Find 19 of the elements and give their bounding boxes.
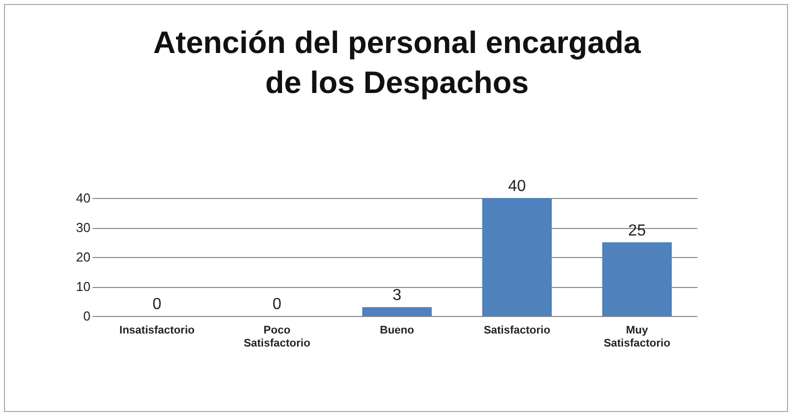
- x-tick-label: Insatisfactorio: [119, 324, 195, 336]
- y-tick-label: 20: [76, 250, 90, 264]
- y-tick-label: 40: [76, 190, 90, 206]
- y-tick-label: 10: [76, 279, 90, 294]
- data-label: 0: [152, 296, 162, 313]
- data-label: 3: [392, 287, 402, 304]
- y-tick-label: 0: [83, 308, 90, 324]
- data-label: 40: [508, 178, 526, 195]
- x-tick-label: Satisfactorio: [484, 324, 551, 336]
- bar: [362, 307, 432, 316]
- data-label: 25: [628, 222, 646, 240]
- x-tick-label: Poco Satisfactorio: [244, 324, 311, 350]
- data-label: 0: [272, 296, 282, 313]
- x-tick-label: Bueno: [380, 324, 414, 336]
- bar: [482, 198, 552, 316]
- x-tick-label: Muy Satisfactorio: [604, 324, 671, 350]
- bar: [602, 242, 672, 316]
- chart-title: Atención del personal encargada de los Despachos: [153, 25, 642, 100]
- y-tick-label: 30: [76, 220, 90, 235]
